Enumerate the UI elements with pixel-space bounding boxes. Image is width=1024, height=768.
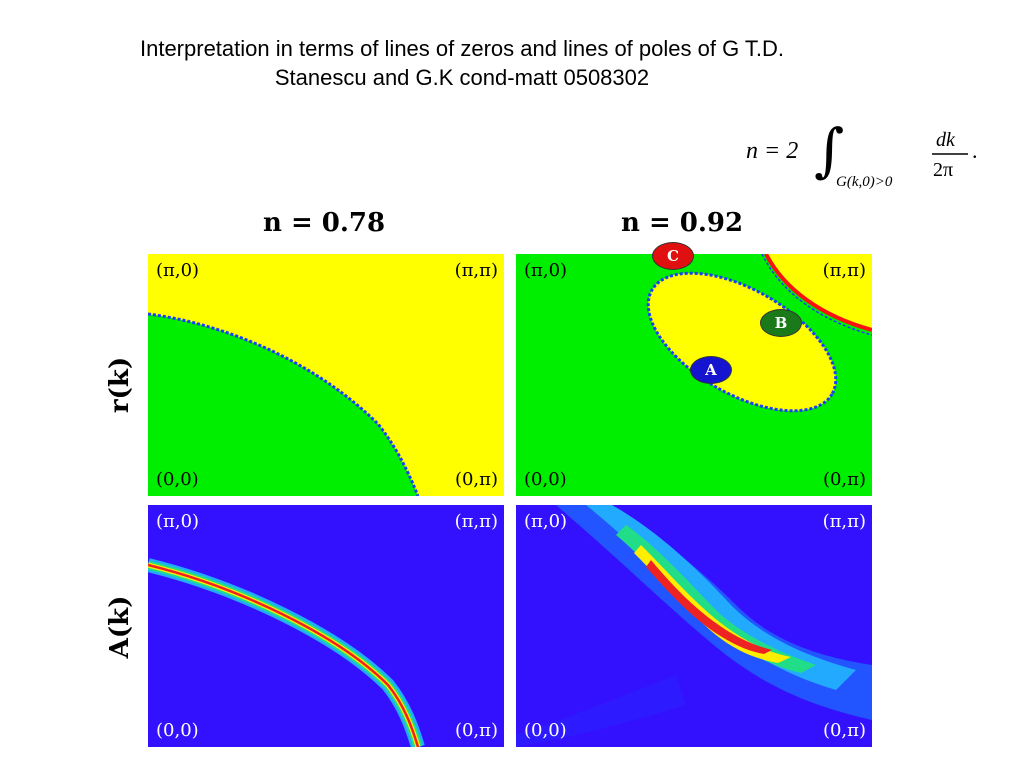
formula-end: . <box>972 138 978 163</box>
corner-label-0-0: (0,0) <box>524 469 567 490</box>
panel-ak-n078-plot <box>148 505 504 747</box>
formula-denominator: 2π <box>933 159 953 181</box>
panel-ak-n092: (π,0) (π,π) (0,0) (0,π) <box>516 505 872 747</box>
column-header-n078: n = 0.78 <box>263 208 386 238</box>
corner-label-pi-0: (π,0) <box>156 260 200 281</box>
marker-b: B <box>760 309 802 337</box>
corner-label-pi-pi: (π,π) <box>822 260 866 281</box>
panel-rk-n078-plot <box>148 254 504 496</box>
formula-numerator: dk <box>936 129 956 151</box>
density-formula: n = 2 ∫ G(k,0)>0 dk 2π . <box>746 116 978 190</box>
corner-label-pi-0: (π,0) <box>524 260 568 281</box>
corner-label-0-0: (0,0) <box>524 720 567 741</box>
panel-rk-n078: (π,0) (π,π) (0,0) (0,π) <box>148 254 504 496</box>
corner-label-0-pi: (0,π) <box>822 720 866 741</box>
marker-a: A <box>690 356 732 384</box>
slide-title: Interpretation in terms of lines of zero… <box>0 34 924 92</box>
corner-label-pi-pi: (π,π) <box>454 511 498 532</box>
corner-label-0-pi: (0,π) <box>454 720 498 741</box>
corner-label-pi-0: (π,0) <box>524 511 568 532</box>
corner-label-0-pi: (0,π) <box>822 469 866 490</box>
integral-sign: ∫ <box>814 116 844 184</box>
column-header-n092: n = 0.92 <box>621 208 744 238</box>
panel-ak-n092-plot <box>516 505 872 747</box>
corner-label-0-0: (0,0) <box>156 469 199 490</box>
corner-label-pi-0: (π,0) <box>156 511 200 532</box>
title-line-2: Stanescu and G.K cond-matt 0508302 <box>274 65 650 90</box>
corner-label-pi-pi: (π,π) <box>454 260 498 281</box>
panel-ak-n078: (π,0) (π,π) (0,0) (0,π) <box>148 505 504 747</box>
title-line-1: Interpretation in terms of lines of zero… <box>139 36 785 61</box>
marker-c: C <box>652 242 694 270</box>
formula-lhs: n = 2 <box>746 138 798 164</box>
corner-label-0-pi: (0,π) <box>454 469 498 490</box>
row-label-rk: r(k) <box>105 356 135 414</box>
corner-label-pi-pi: (π,π) <box>822 511 866 532</box>
row-label-ak: A(k) <box>105 595 135 659</box>
formula-subscript: G(k,0)>0 <box>836 174 893 190</box>
corner-label-0-0: (0,0) <box>156 720 199 741</box>
